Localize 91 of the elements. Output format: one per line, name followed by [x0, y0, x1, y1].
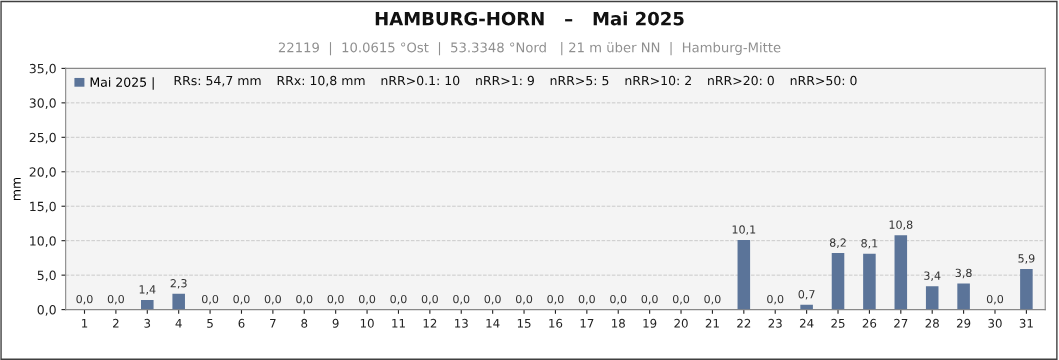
bar [172, 293, 185, 310]
bar [957, 283, 970, 310]
x-tick-label: 16 [549, 318, 563, 328]
x-tick-label: 12 [423, 318, 437, 328]
data-label: 5,9 [1018, 254, 1035, 264]
y-tick-label: 10,0 [30, 236, 56, 247]
data-label: 1,4 [139, 285, 156, 295]
x-tick-label: 3 [144, 318, 151, 328]
data-label: 0,0 [107, 294, 124, 305]
data-label: 8,1 [861, 239, 878, 249]
y-tick-label: 0,0 [37, 305, 56, 316]
y-tick-label: 5,0 [37, 270, 56, 282]
x-tick-label: 11 [392, 318, 405, 328]
data-label: 0,0 [986, 294, 1004, 305]
data-label: 0,7 [798, 290, 815, 300]
x-tick-label: 8 [301, 318, 308, 328]
x-tick-label: 19 [643, 318, 657, 328]
chart-subtitle: 22119 | 10.0615 °Ost | 53.3348 °Nord | 21 m über NN | Hamburg-Mitte [278, 42, 781, 56]
y-tick-label: 25,0 [29, 132, 56, 144]
data-label: 0,0 [421, 294, 438, 305]
annotation: nRR>5: 5 [550, 76, 609, 86]
annotation: nRR>10: 2 [625, 75, 691, 86]
x-tick-label: 23 [768, 318, 782, 328]
data-label: 0,0 [233, 294, 250, 305]
annotation: RRs: 54,7 mm [174, 76, 261, 87]
annotation: nRR>1: 9 [476, 75, 534, 86]
x-tick-label: 18 [612, 318, 625, 328]
x-tick-label: 7 [270, 318, 276, 328]
x-tick-label: 22 [737, 318, 751, 328]
x-tick-label: 5 [207, 318, 213, 328]
x-tick-label: 28 [925, 318, 939, 328]
y-tick-label: 30,0 [29, 98, 56, 110]
x-tick-label: 15 [517, 318, 531, 328]
annotation: nRR>50: 0 [790, 75, 857, 86]
x-tick-label: 2 [113, 318, 119, 328]
y-tick-label: 35,0 [29, 63, 56, 75]
chart-title: HAMBURG-HORN – Mai 2025 [375, 11, 684, 26]
bar [894, 235, 908, 310]
x-tick-label: 29 [956, 318, 971, 328]
x-tick-label: 24 [799, 318, 814, 328]
data-label: 0,0 [578, 294, 595, 305]
x-tick-label: 9 [332, 318, 339, 328]
bar [1020, 268, 1033, 310]
data-label: 0,0 [76, 294, 93, 305]
data-label: 0,0 [641, 294, 658, 305]
x-tick-label: 14 [486, 318, 500, 328]
x-tick-label: 10 [360, 318, 374, 328]
annotation: nRR>0.1: 10 [381, 75, 460, 86]
annotation: RRx: 10,8 mm [277, 75, 365, 87]
data-label: 0,0 [515, 294, 533, 305]
data-label: 0,0 [358, 294, 376, 305]
data-label: 0,0 [610, 294, 627, 305]
data-label: 3,8 [955, 268, 972, 279]
data-label: 0,0 [390, 294, 407, 305]
y-tick-label: 20,0 [29, 167, 56, 178]
data-label: 0,0 [201, 294, 219, 305]
x-tick-label: 6 [238, 318, 245, 328]
data-label: 0,0 [327, 294, 344, 305]
bar [737, 240, 751, 310]
x-tick-label: 27 [894, 318, 908, 328]
data-label: 0,0 [767, 294, 784, 305]
x-tick-label: 20 [674, 318, 688, 328]
data-label: 0,0 [547, 294, 564, 305]
x-tick-label: 4 [175, 318, 182, 328]
data-label: 0,0 [296, 294, 313, 305]
x-tick-label: 1 [82, 318, 88, 328]
x-tick-label: 30 [988, 318, 1002, 328]
x-tick-label: 13 [455, 318, 468, 328]
x-tick-label: 21 [705, 318, 719, 328]
data-label: 3,4 [924, 271, 941, 281]
data-label: 0,0 [453, 294, 470, 305]
bar [863, 253, 876, 310]
data-label: 10,1 [732, 225, 756, 235]
x-tick-label: 26 [862, 318, 877, 328]
bar [141, 299, 154, 310]
x-tick-label: 17 [580, 318, 594, 328]
bar [925, 286, 939, 310]
data-label: 8,2 [829, 238, 846, 248]
x-tick-label: 31 [1019, 318, 1033, 328]
data-label: 0,0 [672, 294, 690, 305]
data-label: 0,0 [704, 294, 721, 305]
data-label: 10,8 [889, 220, 913, 230]
x-tick-label: 25 [831, 318, 845, 328]
legend-label: Mai 2025 | [90, 77, 154, 90]
data-label: 2,3 [170, 279, 187, 289]
data-label: 0,0 [484, 294, 501, 305]
y-tick-label: 15,0 [30, 201, 56, 213]
bar [831, 253, 845, 310]
data-label: 0,0 [264, 294, 281, 305]
annotation: nRR>20: 0 [708, 75, 774, 86]
y-axis-title: mm [13, 177, 21, 201]
